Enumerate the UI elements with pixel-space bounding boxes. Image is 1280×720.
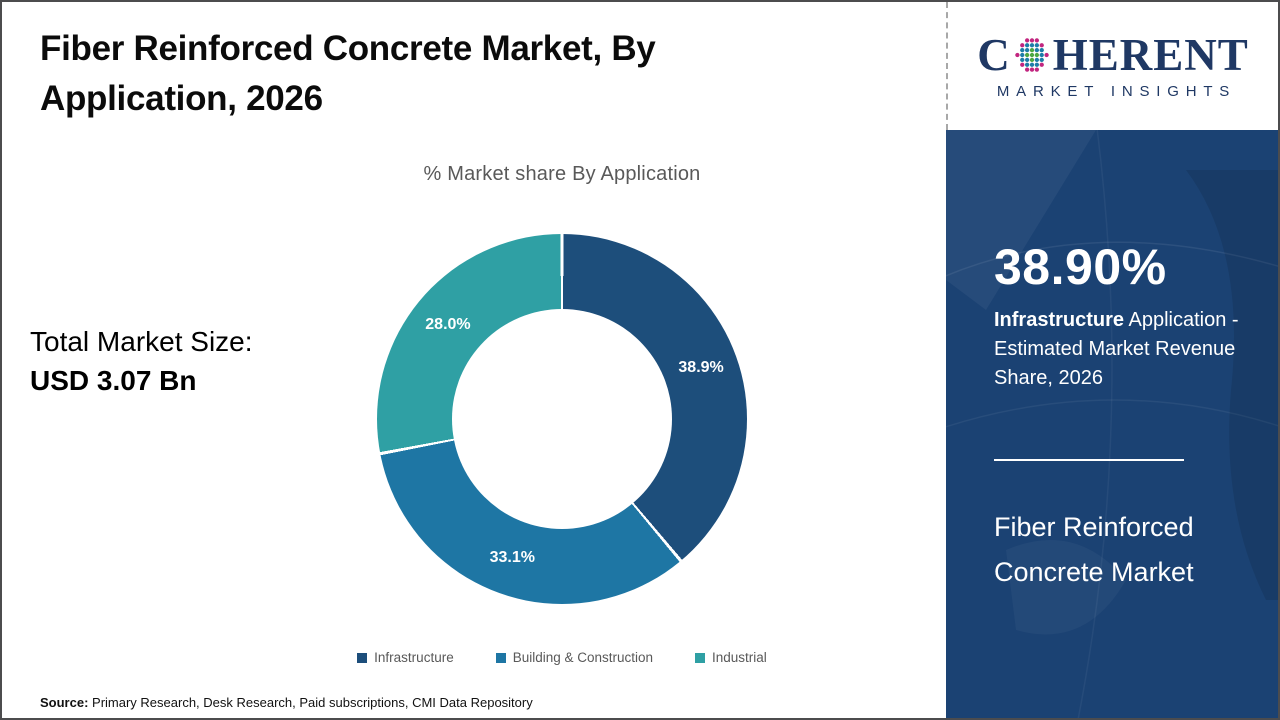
slice-label: 38.9% xyxy=(678,359,724,377)
highlight-description-rest: Application - Estimated Market Revenue S… xyxy=(994,309,1239,389)
logo-letter-c: C xyxy=(977,29,1011,80)
sidebar-divider xyxy=(994,459,1184,461)
source-label: Source: xyxy=(40,695,89,710)
slice-label: 28.0% xyxy=(425,315,471,333)
page-title: Fiber Reinforced Concrete Market, By App… xyxy=(40,29,656,118)
source-note: Source: Primary Research, Desk Research,… xyxy=(40,695,533,710)
chart-area: % Market share By Application 38.9% 33.1%… xyxy=(192,162,932,665)
legend-label: Building & Construction xyxy=(512,650,654,665)
total-market-size-block: Total Market Size: USD 3.07 Bn xyxy=(30,326,253,397)
legend-item: Building & Construction xyxy=(495,650,654,665)
chart-title: % Market share By Application xyxy=(423,163,701,185)
donut-chart: 38.9% 33.1% 28.0% xyxy=(377,234,747,604)
world-map-texture xyxy=(946,130,1278,718)
legend-swatch xyxy=(695,652,706,663)
logo-letters-herent: HERENT xyxy=(1052,29,1249,80)
highlight-percentage: 38.90% xyxy=(994,239,1167,295)
slice-label: 33.1% xyxy=(489,549,535,567)
legend-item: Infrastructure xyxy=(357,650,454,665)
highlight-sidebar: 38.90% Infrastructure Application - Esti… xyxy=(946,130,1278,718)
logo-box: C HERENT MARKET INSIGHTS xyxy=(946,2,1278,130)
coherent-globe-icon xyxy=(1014,38,1049,72)
legend-swatch xyxy=(357,652,368,663)
legend-item: Industrial xyxy=(695,650,767,665)
legend-label: Industrial xyxy=(712,650,767,665)
coherent-logo: C HERENT xyxy=(977,29,1249,80)
source-text: Primary Research, Desk Research, Paid su… xyxy=(88,695,533,710)
total-market-size-value: USD 3.07 Bn xyxy=(30,365,197,396)
sidebar-market-name: Fiber Reinforced Concrete Market xyxy=(994,512,1194,587)
logo-subtitle: MARKET INSIGHTS xyxy=(996,82,1237,100)
highlight-segment-name: Infrastructure xyxy=(994,309,1125,331)
legend-label: Infrastructure xyxy=(374,650,454,665)
legend-swatch xyxy=(495,652,506,663)
total-market-size-label: Total Market Size: xyxy=(30,326,253,357)
highlight-description: Infrastructure Application - Estimated M… xyxy=(994,306,1256,393)
sidebar-content: 38.90% Infrastructure Application - Esti… xyxy=(946,130,1278,595)
chart-legend: Infrastructure Building & Construction Ind… xyxy=(192,650,932,665)
